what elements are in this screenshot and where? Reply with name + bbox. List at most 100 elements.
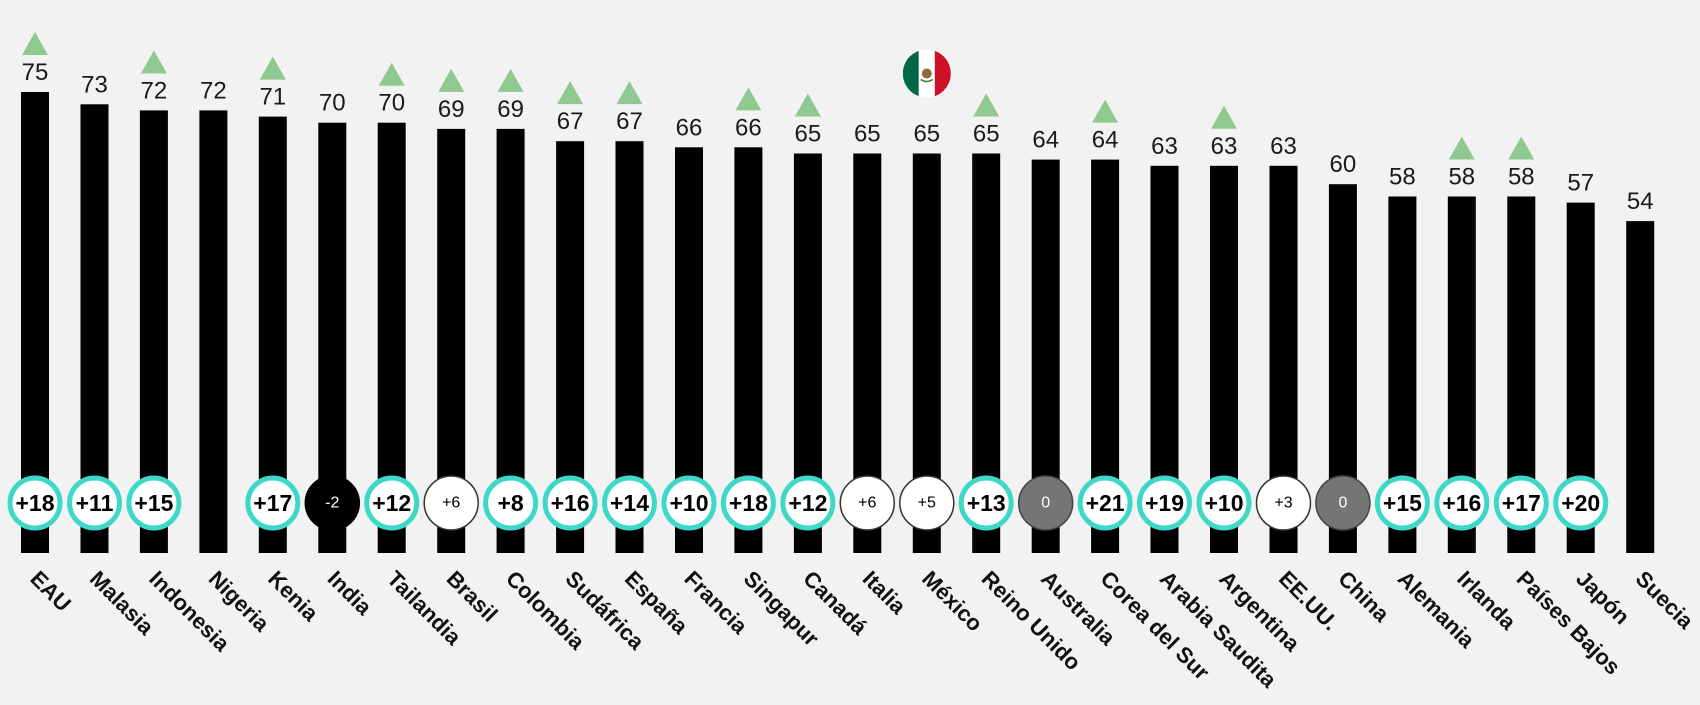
value-label-brasil: 69 <box>438 96 465 123</box>
value-label-sudafrica: 67 <box>557 108 584 135</box>
value-label-paises-bajos: 58 <box>1508 164 1535 191</box>
change-badge-circle <box>1196 475 1252 531</box>
value-label-ee-uu: 63 <box>1270 133 1297 160</box>
value-label-arabia-saudita: 63 <box>1151 133 1178 160</box>
change-badges-group: +18 +11 +15 +17 -2 +12 +6 +8 +16 +14 +10 +18 +12 +6 +5… <box>7 475 1609 531</box>
value-label-francia: 66 <box>676 114 703 141</box>
value-label-china: 60 <box>1330 151 1357 178</box>
change-badge-circle <box>720 475 776 531</box>
change-badge-arabia-saudita: +19 <box>1137 475 1192 531</box>
mexico-flag-icon <box>902 49 951 98</box>
change-badge-irlanda: +16 <box>1434 475 1490 531</box>
change-badge-reino-unido: +13 <box>958 475 1014 531</box>
change-badge-india: -2 <box>304 475 361 531</box>
change-badge-kenia: +17 <box>245 475 301 531</box>
value-label-nigeria: 72 <box>200 77 227 104</box>
change-label-reino-unido: +13 <box>967 490 1006 516</box>
change-label-japon: +20 <box>1561 490 1600 516</box>
change-label-espana: +14 <box>610 490 649 516</box>
change-badge-circle <box>1493 475 1549 531</box>
change-badge-circle <box>483 475 539 531</box>
change-badge-circle <box>780 475 836 531</box>
up-arrow-icon <box>1448 136 1475 160</box>
up-arrows-group <box>22 32 1535 160</box>
change-label-malasia: +11 <box>76 490 114 516</box>
change-badge-tailandia: +12 <box>364 475 420 531</box>
change-badge-brasil: +6 <box>423 475 479 531</box>
value-label-india: 70 <box>319 90 346 117</box>
change-badge-circle <box>542 475 598 531</box>
value-label-mexico: 65 <box>913 121 940 148</box>
change-label-francia: +10 <box>669 490 708 516</box>
change-label-alemania: +15 <box>1383 490 1422 516</box>
change-badge-circle <box>1255 475 1312 531</box>
change-badge-circle <box>1315 475 1371 531</box>
change-badge-indonesia: +15 <box>126 475 182 531</box>
value-labels-group: 75 73 72 72 71 70 70 69 69 67 67 66 66 65 65 65 65 64 64 63… <box>22 59 1654 215</box>
change-label-argentina: +10 <box>1204 490 1243 516</box>
change-badge-circle <box>1077 475 1133 531</box>
up-arrow-icon <box>1508 136 1535 160</box>
change-badge-circle <box>839 475 896 531</box>
change-label-singapur: +18 <box>729 490 768 516</box>
change-label-arabia-saudita: +19 <box>1145 490 1184 516</box>
change-label-china: 0 <box>1338 495 1347 512</box>
up-arrow-icon <box>259 56 286 80</box>
change-badge-circle <box>958 475 1014 531</box>
up-arrow-icon <box>557 81 584 105</box>
change-badge-circle <box>7 475 63 531</box>
value-label-corea-del-sur: 64 <box>1092 127 1119 154</box>
value-label-suecia: 54 <box>1627 188 1654 215</box>
up-arrow-icon <box>794 93 821 117</box>
change-badge-circle <box>304 475 361 531</box>
up-arrow-icon <box>616 81 643 105</box>
change-badge-argentina: +10 <box>1196 475 1252 531</box>
change-label-irlanda: +16 <box>1442 490 1481 516</box>
change-badge-circle <box>126 475 182 531</box>
change-badge-japon: +20 <box>1553 475 1609 531</box>
value-label-italia: 65 <box>854 121 881 148</box>
change-label-ee-uu: +3 <box>1274 495 1292 512</box>
up-arrow-icon <box>1211 105 1237 129</box>
change-badge-espana: +14 <box>602 475 657 531</box>
change-label-kenia: +17 <box>253 490 292 516</box>
change-label-italia: +6 <box>858 495 876 512</box>
change-badge-circle <box>364 475 420 531</box>
up-arrow-icon <box>497 68 524 92</box>
change-label-mexico: +5 <box>918 495 936 512</box>
change-badge-circle <box>602 475 657 531</box>
change-label-indonesia: +15 <box>134 490 173 516</box>
change-badge-italia: +6 <box>839 475 896 531</box>
value-label-reino-unido: 65 <box>973 121 1000 148</box>
change-badge-circle <box>1374 475 1430 531</box>
up-arrow-icon <box>140 50 167 74</box>
change-badge-paises-bajos: +17 <box>1493 475 1549 531</box>
change-badge-circle <box>1017 475 1074 531</box>
value-label-eau: 75 <box>22 59 49 86</box>
up-arrow-icon <box>438 68 465 92</box>
change-badge-malasia: +11 <box>67 475 122 531</box>
change-badge-colombia: +8 <box>483 475 539 531</box>
change-label-tailandia: +12 <box>372 490 411 516</box>
change-label-canada: +12 <box>788 490 827 516</box>
value-label-argentina: 63 <box>1211 133 1238 160</box>
up-arrow-icon <box>378 62 405 86</box>
up-arrow-icon <box>1092 99 1119 123</box>
change-label-colombia: +8 <box>497 490 523 516</box>
change-badge-sudafrica: +16 <box>542 475 598 531</box>
value-label-kenia: 71 <box>259 84 286 111</box>
up-arrow-icon <box>735 87 762 111</box>
change-badge-circle <box>1137 475 1192 531</box>
change-badge-singapur: +18 <box>720 475 776 531</box>
change-badge-circle <box>899 475 955 531</box>
up-arrow-icon <box>973 93 1000 117</box>
change-label-sudafrica: +16 <box>551 490 590 516</box>
value-label-alemania: 58 <box>1389 164 1416 191</box>
change-badge-circle <box>423 475 479 531</box>
change-label-corea-del-sur: +21 <box>1086 490 1125 516</box>
up-arrow-icon <box>22 32 48 55</box>
bar-nigeria <box>199 110 228 554</box>
value-label-tailandia: 70 <box>378 90 405 117</box>
change-badge-circle <box>1434 475 1490 531</box>
change-badge-circle <box>67 475 122 531</box>
